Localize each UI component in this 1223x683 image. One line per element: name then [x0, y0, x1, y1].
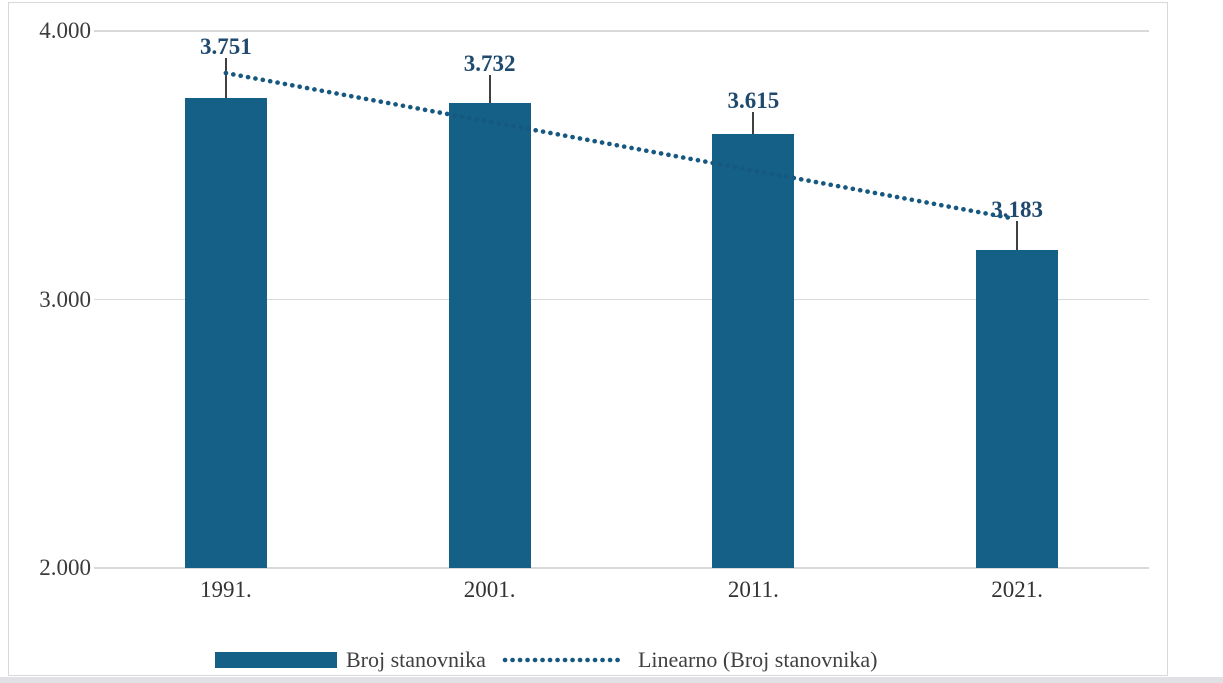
- y-axis-label-4.000: 4.000: [39, 18, 91, 43]
- legend: Broj stanovnika Linearno (Broj stanovnik…: [215, 647, 877, 673]
- x-axis-label-2011.: 2011.: [727, 577, 779, 602]
- bar-2011.: [712, 134, 795, 568]
- leader-line-2001.: [488, 74, 491, 103]
- legend-label-broj-stanovnika: Broj stanovnika: [346, 647, 486, 672]
- bar-value-label-3.732: 3.732: [463, 50, 516, 76]
- leader-line-1991.: [224, 57, 227, 98]
- gridline-3.000: [94, 298, 1149, 301]
- bar-value-label-3.615: 3.615: [727, 88, 780, 114]
- x-axis-label-2001.: 2001.: [463, 577, 516, 602]
- y-axis-label-3.000: 3.000: [39, 286, 91, 312]
- y-axis-label-2.000: 2.000: [39, 555, 91, 580]
- gridline-2.000: [94, 567, 1149, 569]
- gridline-4.000: [94, 30, 1149, 32]
- bar-value-label-3.183: 3.183: [991, 197, 1043, 223]
- leader-line-2011.: [752, 112, 755, 135]
- chart-frame: 4.000 3.000 2.000 3.751 1991. 3.732 2001. 3.615…: [8, 2, 1168, 676]
- legend-dotted-line-swatch: [502, 657, 628, 663]
- legend-label-linearno: Linearno (Broj stanovnika): [637, 647, 878, 672]
- x-axis-label-2021.: 2021.: [991, 577, 1043, 602]
- bar-1991.: [184, 97, 267, 568]
- bar-2001.: [448, 102, 531, 568]
- leader-line-2021.: [1016, 221, 1019, 251]
- legend-bar-swatch: [215, 652, 337, 668]
- bottom-edge-strip: [0, 677, 1223, 683]
- bar-value-label-3.751: 3.751: [200, 33, 252, 59]
- bar-2021.: [976, 250, 1059, 568]
- x-axis-label-1991.: 1991.: [200, 577, 252, 602]
